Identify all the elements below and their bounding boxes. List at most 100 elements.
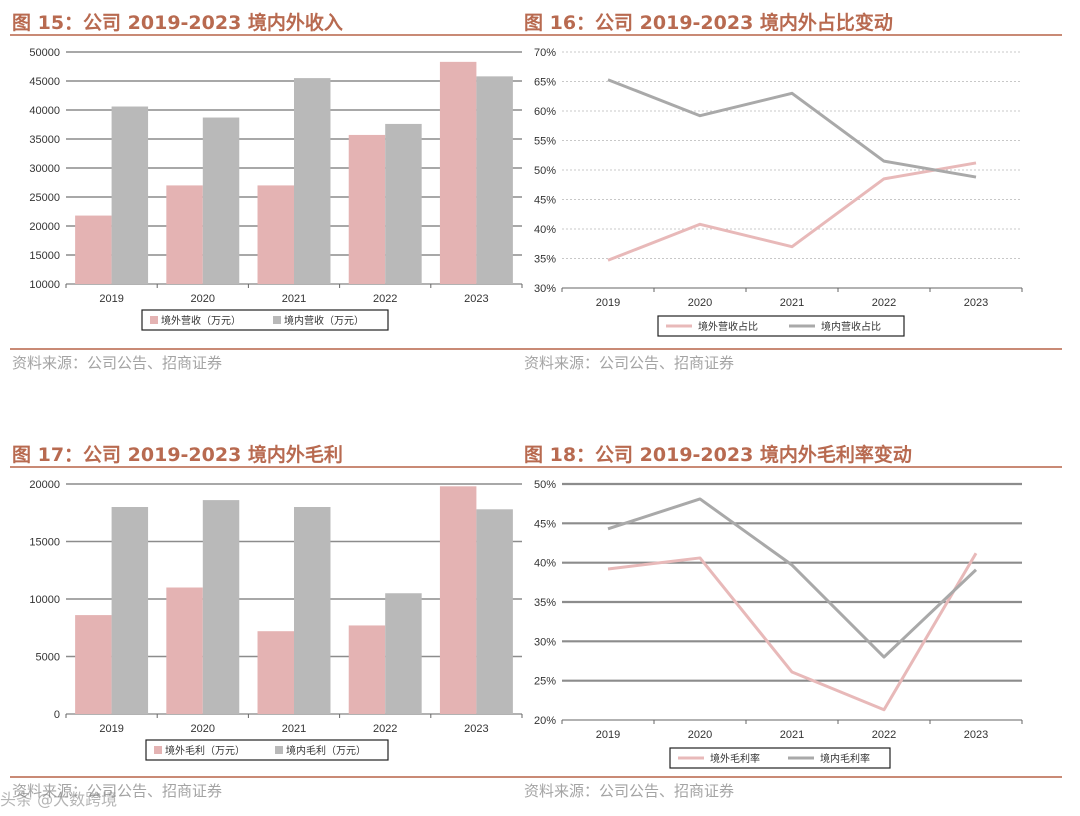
bar-domestic xyxy=(476,509,513,714)
legend-label: 境内毛利率 xyxy=(820,752,870,765)
y-tick-label: 55% xyxy=(534,136,556,148)
bar-domestic xyxy=(111,106,149,285)
bar-overseas xyxy=(75,215,112,284)
bar-overseas xyxy=(257,185,294,284)
chart-title: 图 16：公司 2019-2023 境内外占比变动 xyxy=(524,12,893,34)
y-tick-label: 25000 xyxy=(29,192,60,204)
y-tick-label: 0 xyxy=(54,709,60,721)
bar-overseas xyxy=(439,486,477,714)
chart-fig18: 20% 25% 30% 35% 40% 45% 50% 2019 2020 2021 2022 202… xyxy=(534,479,1023,769)
y-tick-label: 45% xyxy=(534,195,556,207)
chart-fig17: 0 5000 10000 15000 20000 2019 2020 2021 2022 2023… xyxy=(29,479,523,761)
x-tick-label: 2019 xyxy=(99,293,123,305)
x-tick-label: 2019 xyxy=(596,297,620,309)
bar-domestic xyxy=(111,507,149,714)
y-tick-label: 15000 xyxy=(29,537,60,549)
legend-swatch xyxy=(154,746,162,754)
y-tick-label: 50000 xyxy=(29,47,60,59)
bar-domestic xyxy=(385,123,422,284)
x-tick-label: 2022 xyxy=(872,729,896,741)
legend-box xyxy=(145,739,389,761)
bar-overseas xyxy=(348,625,386,714)
series-line-domestic xyxy=(607,497,978,659)
legend-label: 境外营收占比 xyxy=(698,320,758,333)
x-tick-label: 2023 xyxy=(464,723,488,735)
bar-overseas xyxy=(439,61,477,284)
panel-fig15: 图 15：公司 2019-2023 境内外收入 10000 15000 20000 2… xyxy=(10,8,550,378)
y-tick-label: 40% xyxy=(534,558,556,570)
x-tick-label: 2019 xyxy=(596,729,620,741)
series-line-overseas xyxy=(607,552,978,712)
y-tick-label: 20000 xyxy=(29,479,60,491)
legend-box xyxy=(657,315,905,337)
y-tick-label: 20% xyxy=(534,715,556,727)
bar-domestic xyxy=(476,76,513,284)
source-note: 资料来源：公司公告、招商证券 xyxy=(12,354,223,372)
x-tick-label: 2020 xyxy=(688,297,712,309)
y-tick-label: 45000 xyxy=(29,76,60,88)
source-rule xyxy=(522,776,1062,778)
y-tick-label: 50% xyxy=(534,479,556,491)
legend-swatch xyxy=(150,316,158,324)
legend-label: 境内毛利（万元） xyxy=(286,744,366,757)
y-tick-label: 60% xyxy=(534,106,556,118)
y-tick-label: 30000 xyxy=(29,163,60,175)
bar-domestic xyxy=(294,507,331,714)
legend-label: 境外毛利率 xyxy=(710,752,760,765)
y-tick-label: 65% xyxy=(534,77,556,89)
chart-fig15: 10000 15000 20000 25000 30000 35000 40000 45000… xyxy=(29,47,523,331)
bar-domestic xyxy=(202,117,240,284)
legend-box xyxy=(669,747,891,769)
y-tick-label: 30% xyxy=(534,636,556,648)
chart-fig16: 30% 35% 40% 45% 50% 55% 60% 65% 70% 2019 2020 2021 2… xyxy=(534,47,1023,337)
y-tick-label: 40% xyxy=(534,224,556,236)
legend-label: 境外毛利（万元） xyxy=(165,744,245,757)
x-tick-label: 2021 xyxy=(282,293,306,305)
x-tick-label: 2021 xyxy=(282,723,306,735)
legend-swatch xyxy=(273,316,281,324)
series-line-overseas xyxy=(607,161,977,262)
legend-label: 境内营收（万元） xyxy=(284,314,364,327)
bar-overseas xyxy=(257,631,294,714)
bar-domestic xyxy=(202,500,240,714)
source-rule xyxy=(10,348,550,350)
x-tick-label: 2020 xyxy=(688,729,712,741)
x-tick-label: 2022 xyxy=(373,723,397,735)
y-tick-label: 50% xyxy=(534,165,556,177)
panel-fig17: 图 17：公司 2019-2023 境内外毛利 0 5000 10000 15000 2… xyxy=(10,440,550,810)
x-tick-label: 2019 xyxy=(99,723,123,735)
x-tick-label: 2023 xyxy=(964,729,988,741)
chart-title: 图 17：公司 2019-2023 境内外毛利 xyxy=(12,444,343,466)
title-rule xyxy=(10,34,550,36)
legend-label: 境内营收占比 xyxy=(821,320,881,333)
bar-overseas xyxy=(166,587,203,714)
y-tick-label: 25% xyxy=(534,676,556,688)
source-note: 资料来源：公司公告、招商证券 xyxy=(524,782,735,800)
title-rule xyxy=(522,466,1062,468)
y-tick-label: 45% xyxy=(534,518,556,530)
source-rule xyxy=(10,776,550,778)
legend-label: 境外营收（万元） xyxy=(161,314,241,327)
x-tick-label: 2023 xyxy=(464,293,488,305)
bar-domestic xyxy=(294,78,331,284)
x-tick-label: 2023 xyxy=(964,297,988,309)
bar-domestic xyxy=(385,593,422,714)
y-tick-label: 10000 xyxy=(29,594,60,606)
x-tick-label: 2021 xyxy=(780,297,804,309)
y-tick-label: 40000 xyxy=(29,105,60,117)
watermark: 头条 @大数跨境 xyxy=(0,790,118,809)
bar-overseas xyxy=(348,134,386,284)
x-tick-label: 2021 xyxy=(780,729,804,741)
y-tick-label: 35% xyxy=(534,597,556,609)
chart-title: 图 18：公司 2019-2023 境内外毛利率变动 xyxy=(524,444,912,466)
title-rule xyxy=(10,466,550,468)
chart-title: 图 15：公司 2019-2023 境内外收入 xyxy=(12,12,343,34)
y-tick-label: 10000 xyxy=(29,279,60,291)
panel-fig16: 图 16：公司 2019-2023 境内外占比变动 30% 35% 40% 45% 50… xyxy=(522,8,1062,378)
y-tick-label: 70% xyxy=(534,47,556,59)
bar-overseas xyxy=(75,615,112,714)
y-tick-label: 35000 xyxy=(29,134,60,146)
title-rule xyxy=(522,34,1062,36)
source-note: 资料来源：公司公告、招商证券 xyxy=(524,354,735,372)
y-tick-label: 15000 xyxy=(29,250,60,262)
